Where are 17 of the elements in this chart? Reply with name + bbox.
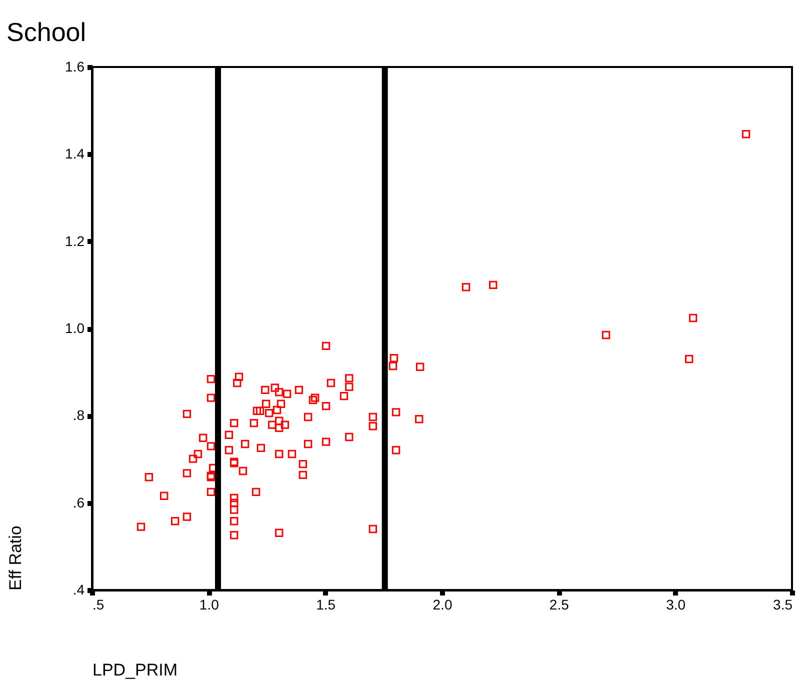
- x-tick-label: 1.0: [199, 596, 220, 612]
- y-tick-label: .4: [72, 582, 85, 598]
- chart-title: School: [6, 17, 86, 47]
- y-tick-label: 1.6: [65, 58, 85, 74]
- x-axis-title: LPD_PRIM: [92, 660, 178, 680]
- x-tick-label: .5: [92, 596, 104, 612]
- x-tick-label: 3.5: [773, 596, 793, 612]
- y-tick-label: .6: [72, 494, 85, 510]
- y-tick-label: 1.4: [65, 146, 85, 162]
- y-tick-label: .8: [72, 407, 85, 424]
- x-tick-label: 2.5: [549, 596, 570, 612]
- x-tick-label: 2.0: [432, 596, 452, 612]
- y-axis-title: Eff Ratio: [6, 526, 26, 590]
- y-tick-label: 1.0: [65, 320, 85, 336]
- y-tick-label: 1.2: [65, 232, 85, 249]
- x-tick-label: 3.0: [666, 596, 686, 612]
- x-tick-label: 1.5: [316, 596, 336, 612]
